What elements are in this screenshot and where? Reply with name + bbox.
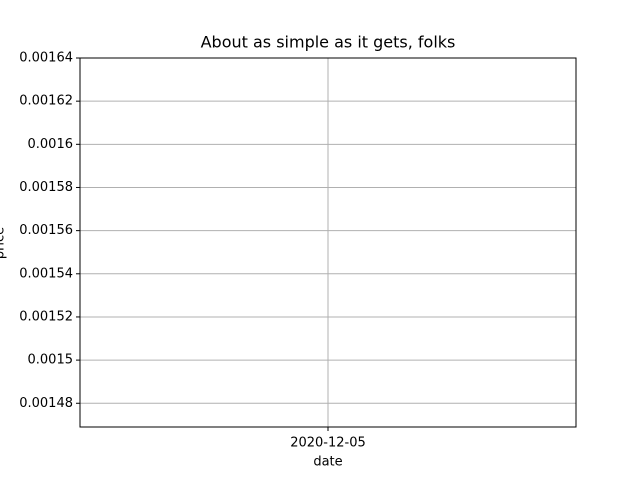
x-axis-label: date	[313, 455, 342, 470]
y-tick-label: 0.00156	[19, 223, 73, 238]
plot-frame	[79, 57, 577, 428]
y-tick-label: 0.00162	[19, 94, 73, 109]
chart-title: About as simple as it gets, folks	[201, 33, 456, 52]
y-tick-label: 0.0016	[28, 137, 74, 152]
x-tick-label: 2020-12-05	[290, 436, 366, 451]
y-tick-label: 0.00152	[19, 309, 73, 324]
y-tick-label: 0.00154	[19, 266, 73, 281]
y-axis-label: price	[0, 227, 8, 259]
y-tick-label: 0.00164	[19, 51, 73, 66]
y-tick-label: 0.00148	[19, 396, 73, 411]
y-tick-label: 0.00158	[19, 180, 73, 195]
y-tick-label: 0.0015	[28, 353, 74, 368]
